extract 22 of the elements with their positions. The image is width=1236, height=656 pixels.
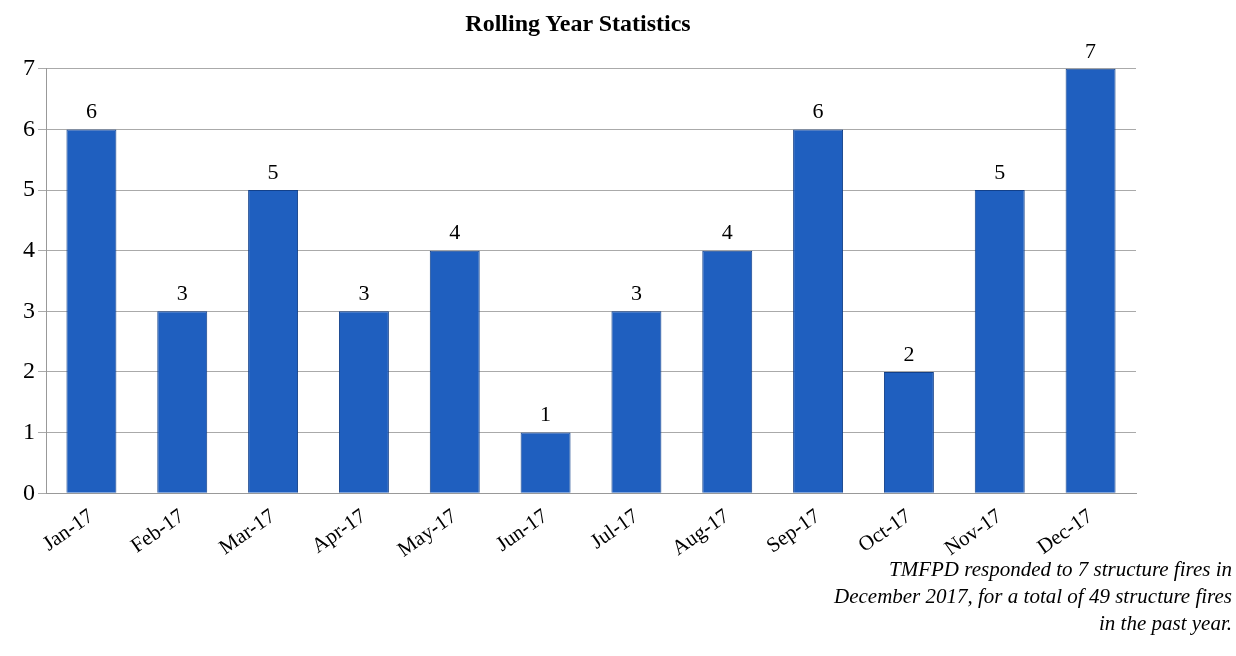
y-tick-label: 4: [23, 235, 35, 262]
data-label: 7: [1085, 37, 1097, 63]
y-tick-label: 6: [23, 114, 35, 141]
y-tick-label: 0: [23, 478, 35, 505]
data-label: 3: [176, 280, 188, 306]
data-label: 4: [721, 219, 733, 245]
y-tick-label: 3: [23, 296, 35, 323]
chart-title: Rolling Year Statistics: [465, 9, 691, 36]
data-label: 2: [903, 340, 915, 366]
y-tick-label: 5: [23, 175, 35, 202]
y-tick-label: 2: [23, 357, 35, 384]
data-label: 6: [85, 98, 97, 124]
data-label: 1: [540, 401, 552, 427]
data-label: 5: [994, 158, 1006, 184]
data-label: 3: [358, 280, 370, 306]
data-label: 5: [267, 158, 279, 184]
data-label: 6: [812, 98, 824, 124]
y-tick-label: 1: [23, 417, 35, 444]
data-label: 4: [449, 219, 461, 245]
y-tick-label: 7: [23, 54, 35, 81]
text: TMFPD responded to 7 structure fires in December 2017, for a total of 49 structure fires in the past year.: [833, 556, 1232, 637]
data-label: 3: [630, 280, 642, 306]
